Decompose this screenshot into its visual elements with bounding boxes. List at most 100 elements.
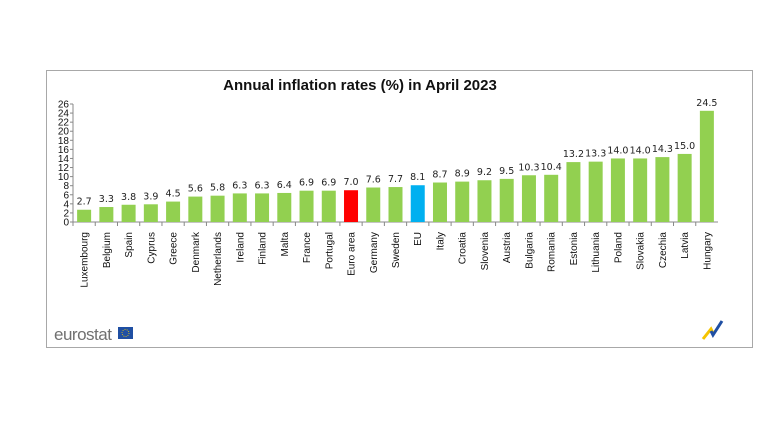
y-tick-label: 8 — [63, 181, 69, 192]
y-tick-label: 6 — [63, 190, 69, 201]
category-label: EU — [413, 232, 424, 246]
bar-france — [299, 190, 314, 222]
y-tick-label: 2 — [63, 208, 69, 219]
data-label: 3.3 — [99, 194, 114, 205]
y-tick-label: 20 — [58, 127, 70, 138]
category-label: Poland — [613, 232, 624, 263]
category-label: France — [302, 232, 313, 264]
category-label: Portugal — [324, 232, 335, 269]
bar-bulgaria — [521, 175, 536, 222]
category-label: Austria — [502, 232, 513, 264]
data-label: 6.3 — [232, 180, 247, 191]
category-label: Netherlands — [213, 232, 224, 286]
category-label: Sweden — [391, 232, 402, 268]
bar-luxembourg — [77, 209, 92, 222]
category-label: Cyprus — [146, 232, 157, 264]
category-label: Slovenia — [480, 232, 491, 271]
data-label: 5.6 — [188, 184, 203, 195]
data-label: 14.0 — [607, 145, 628, 156]
eurostat-swoosh-icon — [701, 320, 724, 340]
bar-italy — [432, 182, 447, 222]
bar-ireland — [232, 193, 247, 222]
eu-flag-icon — [118, 327, 133, 339]
bar-germany — [366, 187, 381, 222]
chart-title: Annual inflation rates (%) in April 2023 — [223, 77, 497, 94]
data-label: 7.0 — [343, 177, 358, 188]
category-label: Luxembourg — [80, 232, 91, 288]
eurostat-logo-text: eurostat — [54, 325, 112, 344]
bar-greece — [166, 201, 181, 222]
data-label: 3.9 — [143, 191, 158, 202]
bar-euro-area — [344, 190, 359, 222]
category-label: Latvia — [680, 232, 691, 259]
category-label: Hungary — [702, 232, 713, 270]
bar-belgium — [99, 207, 114, 222]
y-tick-label: 24 — [58, 109, 70, 120]
bar-cyprus — [143, 204, 158, 222]
data-label: 24.5 — [696, 98, 717, 109]
data-label: 2.7 — [77, 197, 92, 208]
x-axis: Luxembourg Belgium Spain Cyprus Greece Denmar… — [72, 221, 718, 288]
category-label: Croatia — [458, 232, 469, 265]
data-label: 10.4 — [541, 162, 562, 173]
data-label: 9.2 — [477, 167, 492, 178]
data-label: 8.9 — [455, 169, 470, 180]
data-label: 6.3 — [254, 180, 269, 191]
bar-latvia — [677, 153, 692, 222]
category-label: Lithuania — [591, 232, 602, 273]
data-label: 14.0 — [630, 145, 651, 156]
bar-portugal — [321, 190, 336, 222]
data-label: 3.8 — [121, 192, 136, 203]
data-label: 13.2 — [563, 149, 584, 160]
data-label: 10.3 — [518, 162, 539, 173]
category-label: Italy — [435, 232, 446, 250]
category-label: Spain — [124, 232, 135, 258]
bar-sweden — [388, 187, 403, 222]
bar-czechia — [655, 157, 670, 222]
bar-netherlands — [210, 195, 225, 222]
y-tick-label: 0 — [63, 218, 69, 229]
bar-spain — [121, 204, 136, 222]
data-label: 8.7 — [432, 170, 447, 181]
category-label: Estonia — [569, 232, 580, 266]
y-tick-label: 26 — [58, 100, 70, 111]
bar-finland — [255, 193, 270, 222]
category-label: Malta — [280, 232, 291, 257]
category-label: Finland — [258, 232, 269, 265]
bar-malta — [277, 192, 292, 222]
data-label: 6.4 — [277, 180, 292, 191]
category-label: Slovakia — [636, 232, 647, 270]
category-label: Romania — [547, 232, 558, 272]
data-label: 7.6 — [366, 175, 381, 186]
category-label: Euro area — [347, 232, 358, 276]
bar-austria — [499, 178, 514, 222]
data-label: 8.1 — [410, 172, 425, 183]
data-label: 7.7 — [388, 174, 403, 185]
data-label: 6.9 — [299, 178, 314, 189]
data-label: 14.3 — [652, 144, 673, 155]
data-label: 4.5 — [166, 189, 181, 200]
data-label: 5.8 — [210, 183, 225, 194]
category-label: Denmark — [191, 231, 202, 273]
data-label: 6.9 — [321, 178, 336, 189]
bars: 2.7 3.3 3.8 3.9 4.5 5.6 5.8 6.3 6.3 6.4 6.9 6.9 7.0 7… — [77, 98, 717, 222]
y-tick-label: 10 — [58, 172, 70, 183]
y-tick-label: 22 — [58, 118, 70, 129]
bar-poland — [610, 158, 625, 222]
bar-hungary — [699, 110, 714, 222]
category-label: Germany — [369, 232, 380, 273]
bar-lithuania — [588, 161, 603, 222]
y-tick-label: 12 — [58, 163, 70, 174]
category-label: Belgium — [102, 232, 113, 268]
chart-frame — [46, 70, 753, 348]
bar-eu — [410, 185, 425, 222]
bar-denmark — [188, 196, 203, 222]
data-label: 15.0 — [674, 141, 695, 152]
category-label: Ireland — [235, 232, 246, 263]
bar-slovakia — [633, 158, 648, 222]
bar-romania — [544, 174, 559, 222]
y-tick-label: 14 — [58, 154, 70, 165]
y-tick-label: 4 — [63, 199, 69, 210]
